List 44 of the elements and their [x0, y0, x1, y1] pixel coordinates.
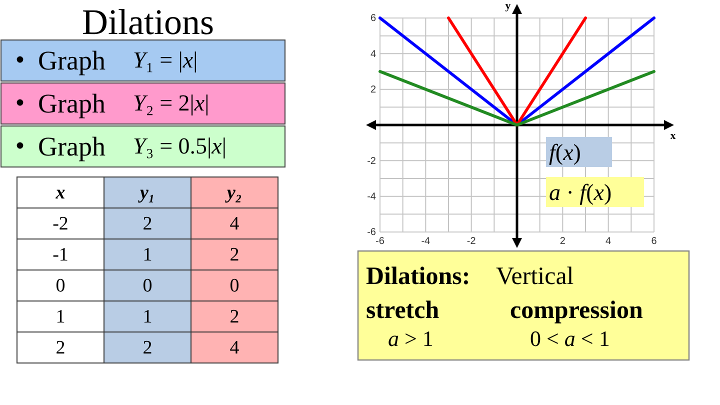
annotation: f(x): [549, 140, 581, 165]
text: 0 < a < 1: [530, 326, 610, 351]
y-axis-title: y: [505, 0, 512, 12]
x-tick-label: 6: [651, 236, 658, 248]
data-label: 4: [230, 338, 240, 358]
text: Y₃ = 0.5|x|: [133, 134, 226, 158]
data-label: 2: [142, 214, 152, 234]
text: Vertical: [496, 263, 574, 290]
text: Graph: [38, 46, 106, 76]
y-tick-label: -6: [367, 227, 376, 238]
y-tick-label: 4: [370, 48, 376, 60]
x-tick-label: y₁: [138, 182, 156, 204]
data-label: 0: [230, 276, 240, 296]
text: Y₁ = |x|: [133, 48, 198, 72]
text: Graph: [38, 88, 106, 118]
x-tick-label: 4: [606, 236, 612, 248]
x-tick-label: -2: [466, 236, 476, 248]
data-label: 2: [142, 338, 152, 358]
y-axis-title: x: [54, 182, 66, 204]
x-tick-label: 2: [560, 236, 566, 248]
data-label: 1: [142, 244, 152, 266]
data-label: 0: [142, 276, 152, 296]
data-label: 4: [230, 214, 240, 234]
text: a > 1: [388, 326, 434, 351]
y-tick-label: -1: [52, 244, 68, 266]
annotation: a · f(x): [549, 180, 612, 205]
x-tick-label: -4: [421, 236, 431, 248]
text: Graph: [38, 132, 106, 162]
y-tick-label: -2: [367, 156, 376, 167]
y-tick-label: 2: [370, 84, 376, 96]
y-tick-label: 6: [370, 13, 376, 24]
x-tick-label: y₂: [224, 182, 242, 204]
text: Dilations:: [366, 263, 470, 290]
data-label: 2: [230, 306, 240, 328]
y-tick-label: -2: [52, 214, 68, 234]
y-tick-label: 0: [56, 276, 66, 296]
y-tick-label: 2: [56, 338, 66, 358]
text: compression: [510, 297, 643, 324]
data-label: 1: [142, 306, 152, 328]
text: stretch: [366, 297, 440, 324]
y-tick-label: 1: [56, 306, 66, 328]
text: Dilations: [82, 2, 214, 42]
x-axis-title: x: [670, 130, 676, 142]
text: Y₂ = 2|x|: [133, 90, 210, 116]
